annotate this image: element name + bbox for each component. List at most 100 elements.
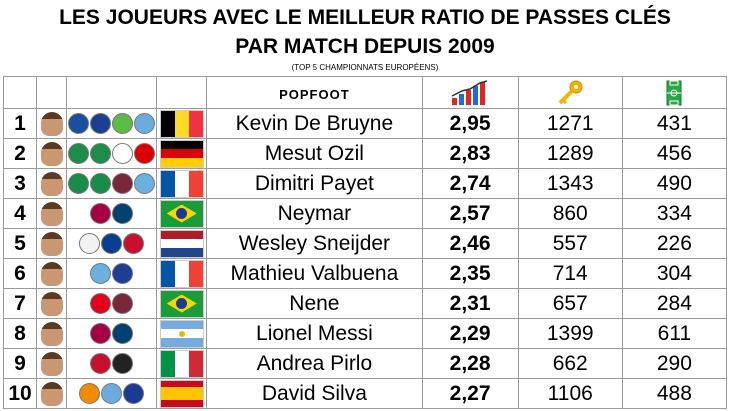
- player-name: Kevin De Bruyne: [206, 108, 423, 139]
- player-avatar: [40, 231, 63, 256]
- club-badge-icon: [90, 323, 112, 344]
- club-badge-icon: [112, 173, 134, 194]
- key-passes-ratio: 2,29: [421, 318, 519, 349]
- table-row: 7 Nene 2,31 657 284: [2, 288, 728, 319]
- club-badge-icon: [68, 113, 90, 134]
- club-badge-icon: [90, 203, 112, 224]
- rank: 8: [2, 318, 38, 349]
- nationality-flag: [156, 258, 208, 289]
- belgium-flag-icon: [157, 109, 206, 138]
- rank: 10: [2, 378, 38, 409]
- matches-played: 431: [621, 108, 728, 139]
- nationality-flag: [156, 378, 208, 409]
- nationality-flag: [156, 168, 208, 199]
- club-badges: [66, 288, 158, 319]
- club-badge-icon: [112, 113, 134, 134]
- key-passes-total: 1271: [517, 108, 623, 139]
- key-passes-ratio: 2,35: [421, 258, 519, 289]
- key-passes-ratio: 2,83: [421, 138, 519, 169]
- table-row: 8 Lionel Messi 2,29 1399 611: [2, 318, 728, 349]
- club-badge-icon: [90, 113, 112, 134]
- club-badges: [66, 108, 158, 139]
- table-row: 1 Kevin De Bruyne 2,95 1271 431: [2, 108, 728, 139]
- club-badge-icon: [90, 353, 112, 374]
- key-passes-ratio: 2,74: [421, 168, 519, 199]
- club-badge-icon: [90, 263, 112, 284]
- player-name: David Silva: [206, 378, 423, 409]
- club-badge-icon: [101, 383, 123, 404]
- nationality-flag: [156, 318, 208, 349]
- key-passes-total: 1343: [517, 168, 623, 199]
- club-badge-icon: [112, 323, 134, 344]
- player-name: Lionel Messi: [206, 318, 423, 349]
- matches-played: 290: [621, 348, 728, 379]
- rank: 9: [2, 348, 38, 379]
- key-icon: [558, 80, 583, 104]
- table-row: 3 Dimitri Payet 2,74 1343 490: [2, 168, 728, 199]
- player-photo: [36, 288, 68, 319]
- nationality-flag: [156, 228, 208, 259]
- matches-played: 284: [621, 288, 728, 319]
- france-flag-icon: [157, 169, 206, 198]
- nationality-flag: [156, 288, 208, 319]
- player-photo: [36, 378, 68, 409]
- player-photo: [36, 198, 68, 229]
- brazil-flag-icon: [157, 199, 206, 228]
- rank: 6: [2, 258, 38, 289]
- key-passes-total: 860: [517, 198, 623, 229]
- club-badge-icon: [112, 263, 134, 284]
- table-row: 10 David Silva 2,27 1106 488: [2, 378, 728, 409]
- key-passes-ratio: 2,95: [421, 108, 519, 139]
- table-row: 6 Mathieu Valbuena 2,35 714 304: [2, 258, 728, 289]
- player-photo: [36, 228, 68, 259]
- key-passes-ratio: 2,57: [421, 198, 519, 229]
- title-line-2: PAR MATCH DEPUIS 2009: [235, 35, 495, 58]
- club-badges: [66, 138, 158, 169]
- player-avatar: [40, 261, 63, 286]
- table-header-row: POPFOOT: [2, 76, 728, 109]
- club-badge-icon: [90, 293, 112, 314]
- player-name: Dimitri Payet: [206, 168, 423, 199]
- player-avatar: [40, 291, 63, 316]
- matches-played: 226: [621, 228, 728, 259]
- germany-flag-icon: [157, 139, 206, 168]
- subtitle: (TOP 5 CHAMPIONNATS EUROPÉENS): [291, 63, 439, 72]
- club-badge-icon: [90, 173, 112, 194]
- club-badges: [66, 228, 158, 259]
- bar-chart-icon: [451, 79, 488, 105]
- club-badges: [66, 318, 158, 349]
- club-badge-icon: [112, 353, 134, 374]
- club-badge-icon: [112, 293, 134, 314]
- key-passes-total: 657: [517, 288, 623, 319]
- football-pitch-icon: [666, 80, 682, 105]
- argentina-flag-icon: [157, 319, 206, 348]
- club-badge-icon: [90, 143, 112, 164]
- player-name: Nene: [206, 288, 423, 319]
- title-line-1: LES JOUEURS AVEC LE MEILLEUR RATIO DE PA…: [59, 6, 671, 29]
- netherlands-flag-icon: [157, 229, 206, 258]
- key-passes-total: 714: [517, 258, 623, 289]
- player-name: Wesley Sneijder: [206, 228, 423, 259]
- rank: 1: [2, 108, 38, 139]
- player-name: Mesut Ozil: [206, 138, 423, 169]
- club-badge-icon: [134, 173, 156, 194]
- matches-played: 304: [621, 258, 728, 289]
- player-photo: [36, 318, 68, 349]
- key-passes-total: 557: [517, 228, 623, 259]
- player-photo: [36, 108, 68, 139]
- key-passes-ratio: 2,28: [421, 348, 519, 379]
- club-badge-icon: [68, 173, 90, 194]
- player-photo: [36, 138, 68, 169]
- brazil-flag-icon: [157, 289, 206, 318]
- matches-played: 334: [621, 198, 728, 229]
- nationality-flag: [156, 198, 208, 229]
- key-passes-total: 1289: [517, 138, 623, 169]
- brand-logo-cell: POPFOOT: [206, 76, 423, 109]
- club-badge-icon: [101, 233, 123, 254]
- player-avatar: [40, 111, 63, 136]
- table-row: 9 Andrea Pirlo 2,28 662 290: [2, 348, 728, 379]
- key-passes-total: 1106: [517, 378, 623, 409]
- player-avatar: [40, 381, 63, 406]
- key-passes-ratio: 2,31: [421, 288, 519, 319]
- key-passes-total: 1399: [517, 318, 623, 349]
